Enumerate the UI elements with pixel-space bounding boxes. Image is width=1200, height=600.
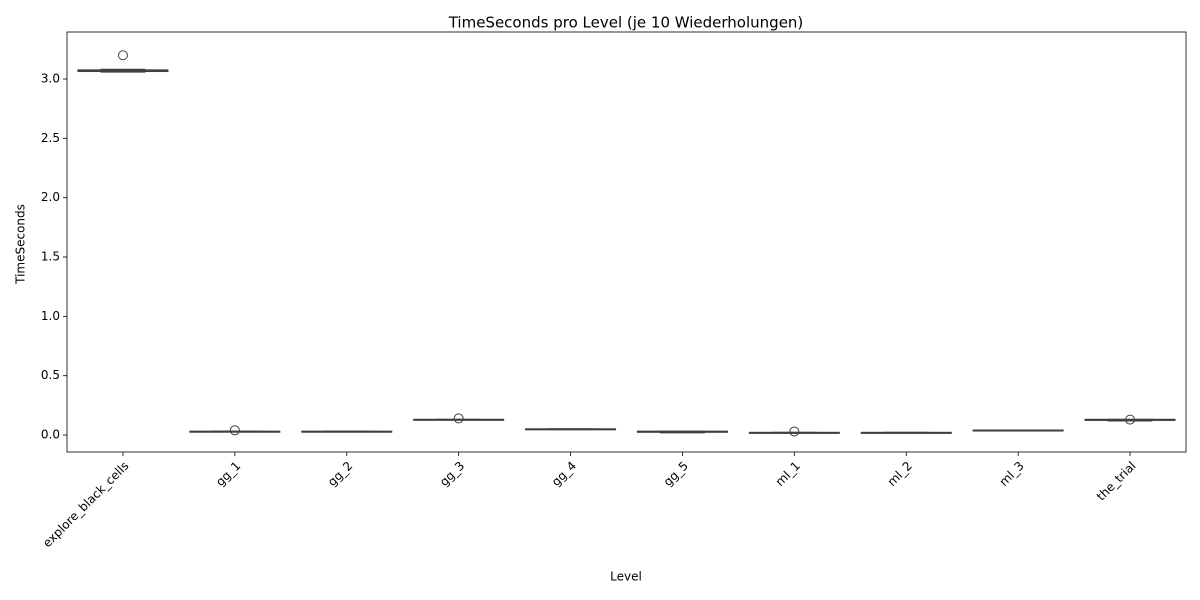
- x-tick-label: gg_5: [661, 459, 691, 489]
- y-tick-label: 3.0: [41, 71, 60, 85]
- y-tick-label: 1.0: [41, 309, 60, 323]
- x-tick-label: gg_3: [437, 459, 467, 489]
- x-tick-label: the_trial: [1094, 459, 1139, 504]
- outlier: [117, 50, 128, 61]
- x-tick-label: gg_4: [549, 459, 579, 489]
- y-tick-label: 2.5: [41, 131, 60, 145]
- x-tick-label: ml_2: [885, 459, 915, 489]
- x-tick-label: gg_1: [213, 459, 243, 489]
- chart-title: TimeSeconds pro Level (je 10 Wiederholun…: [448, 14, 804, 32]
- x-tick-label: ml_1: [773, 459, 803, 489]
- x-tick-label: explore_black_cells: [40, 459, 131, 550]
- y-tick-label: 0.5: [41, 368, 60, 382]
- y-axis-label: TimeSeconds: [14, 204, 28, 285]
- x-tick-label: ml_3: [997, 459, 1027, 489]
- outlier: [229, 425, 240, 436]
- x-tick-label: gg_2: [325, 459, 355, 489]
- x-axis-label: Level: [610, 570, 642, 584]
- y-tick-label: 0.0: [41, 428, 60, 442]
- plot-frame: [66, 31, 1187, 453]
- outlier: [453, 413, 464, 424]
- y-tick-label: 1.5: [41, 250, 60, 264]
- outlier: [1125, 414, 1136, 425]
- outlier: [789, 426, 800, 437]
- y-tick-label: 2.0: [41, 190, 60, 204]
